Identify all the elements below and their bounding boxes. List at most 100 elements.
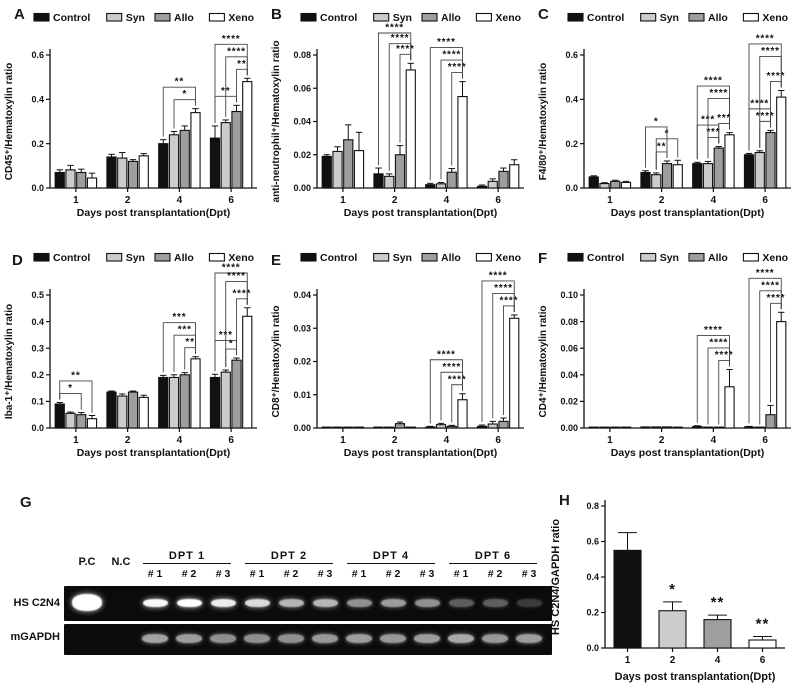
gel-band-mgapdh [516, 634, 542, 643]
bar-xeno [724, 134, 735, 189]
gel-band-pc [72, 594, 102, 611]
sig-stars: **** [494, 283, 513, 294]
bar-control [106, 391, 117, 429]
x-tick-label: 4 [444, 435, 450, 446]
panel-g-gel: G P.C N.C DPT 1 # 1 # 2 # 3 DPT 2 # 1 # 2 # 3 DPT … [0, 480, 558, 700]
y-tick-label: 0.06 [293, 83, 311, 93]
x-tick-label: 2 [659, 435, 665, 446]
gel-group-label: DPT 2 [245, 550, 333, 564]
chart-A: Control Syn Allo Xeno 0.0 0.2 0.4 0.6 CD45⁺/Hema… [4, 12, 257, 219]
sig-stars: *** [178, 325, 192, 336]
x-tick-label: 6 [495, 435, 501, 446]
legend-swatch-syn [640, 12, 657, 22]
bar-xeno [620, 426, 632, 429]
x-tick-label: 6 [762, 195, 768, 206]
bar-xeno [405, 426, 416, 429]
panel-h-label: H [559, 492, 570, 509]
y-tick-label: 0.6 [31, 50, 44, 60]
gel-group-label: DPT 1 [143, 550, 231, 564]
sig-stars: *** [172, 312, 186, 323]
bar-control [209, 137, 221, 189]
sig-stars: * [182, 89, 187, 100]
bar-syn [117, 157, 128, 189]
gel-band-mgapdh [312, 634, 338, 643]
bar-control [476, 185, 488, 189]
sig-stars: **** [761, 280, 780, 291]
legend-swatch-syn [106, 252, 123, 262]
bar-allo [498, 170, 509, 189]
gel-band-hs-c2n4 [380, 599, 406, 607]
y-tick-label: 0.01 [293, 390, 311, 400]
legend-swatch-control [300, 252, 317, 262]
sig-stars: ** [237, 59, 246, 70]
bar-syn [651, 174, 662, 189]
bar-allo [446, 171, 457, 189]
gel-replicate-label: # 3 [215, 568, 231, 580]
bar-control [209, 376, 221, 429]
legend-swatch-xeno [208, 252, 225, 262]
x-tick-label: 1 [625, 655, 631, 666]
gel-band-hs-c2n4 [448, 599, 474, 607]
bar-xeno [242, 81, 253, 189]
y-tick-label: 0.0 [31, 423, 44, 433]
panel-e-label: E [271, 252, 282, 269]
gel-band-mgapdh [482, 634, 508, 643]
bar-control [158, 376, 169, 429]
gel-replicate-label: # 1 [147, 568, 163, 580]
bar-control [158, 143, 169, 189]
bar-syn [332, 426, 343, 429]
sig-bracket [378, 32, 412, 166]
bar-control [373, 173, 384, 189]
sig-bracket [645, 126, 668, 168]
x-axis-label: Days post transplantation(Dpt) [611, 447, 764, 459]
panel-a: A Control Syn Allo Xeno 0.0 0.2 0.4 0.6 CD45⁺/He… [0, 0, 266, 240]
chart-B: Control Syn Allo Xeno 0.00 0.02 0.04 0.06 0.08 an… [271, 12, 524, 219]
bar-control [743, 426, 755, 429]
gel-replicate-label: # 2 [283, 568, 299, 580]
y-tick-label: 0.00 [293, 423, 311, 433]
sig-stars: **** [756, 111, 775, 122]
legend-label: Control [587, 12, 624, 24]
legend-swatch-xeno [208, 12, 225, 22]
sig-bracket [214, 43, 248, 123]
sig-stars: **** [227, 46, 246, 57]
bar-syn [599, 183, 610, 189]
sig-stars: *** [717, 113, 731, 124]
gel-row-label-mgapdh: mGAPDH [10, 631, 60, 643]
sig-stars: **** [766, 71, 785, 82]
legend-label: Control [320, 252, 357, 264]
y-axis-label: HS C2N4/GAPDH ratio [550, 519, 562, 635]
sig-stars: **** [709, 88, 728, 99]
y-tick-label: 0.6 [586, 537, 599, 547]
bar-allo [343, 139, 354, 189]
x-tick-label: 4 [711, 195, 717, 206]
gel-band-mgapdh [448, 634, 474, 643]
bar-syn [435, 424, 447, 429]
legend-label: Xeno [495, 252, 521, 264]
bar-day1 [613, 549, 642, 649]
x-tick-label: 4 [715, 655, 721, 666]
x-tick-label: 4 [177, 195, 183, 206]
gel-group-label: DPT 4 [347, 550, 435, 564]
gel-replicate-label: # 3 [521, 568, 537, 580]
bar-allo [713, 147, 724, 189]
sig-stars: **** [704, 325, 723, 336]
panel-e: E Control Syn Allo Xeno 0.00 0.01 0.02 0.03 0.04… [267, 240, 533, 480]
y-tick-label: 0.04 [293, 290, 311, 300]
gel-strip-mgapdh [64, 624, 552, 655]
gel-replicate-label: # 3 [317, 568, 333, 580]
bar-syn [702, 426, 714, 429]
bar-control [476, 425, 488, 429]
bar-xeno [620, 181, 632, 189]
sig-stars: ** [756, 615, 770, 632]
gel-row-label-hs-c2n4: HS C2N4 [13, 597, 60, 609]
bar-day6 [748, 639, 777, 649]
gel-band-hs-c2n4 [142, 599, 168, 607]
bar-xeno [86, 177, 98, 189]
bar-allo [661, 163, 673, 189]
bar-xeno [190, 358, 201, 429]
x-tick-label: 1 [607, 195, 613, 206]
chart-F: Control Syn Allo Xeno 0.00 0.02 0.04 0.06 0.08 0.… [538, 252, 791, 459]
bar-control [54, 403, 65, 429]
